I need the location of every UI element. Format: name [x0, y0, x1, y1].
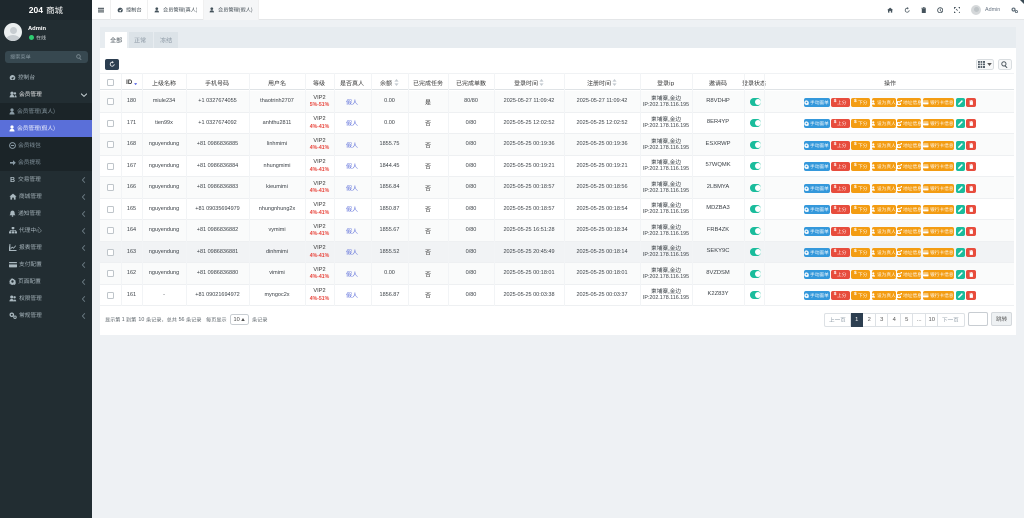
- svg-text:B: B: [10, 177, 15, 183]
